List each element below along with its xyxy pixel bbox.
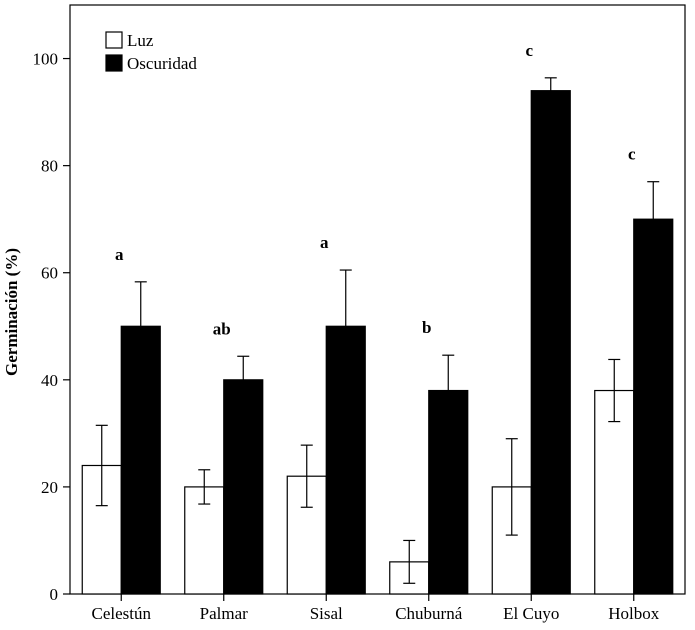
legend: Luz Oscuridad <box>105 31 197 73</box>
y-tick-label: 0 <box>50 585 59 604</box>
plot-frame <box>69 4 686 595</box>
y-tick-label: 60 <box>41 264 58 283</box>
y-axis-label: Germinación (%) <box>2 248 21 376</box>
significance-label: c <box>525 41 533 60</box>
bar-oscuridad <box>428 389 469 595</box>
significance-label: a <box>115 245 124 264</box>
legend-swatch-luz <box>105 31 123 49</box>
y-tick-label: 80 <box>41 157 58 176</box>
axes: 0 20 40 60 80 100 <box>33 4 686 604</box>
x-tick-label: Chuburná <box>395 604 463 623</box>
x-tick-label: Sisal <box>310 604 343 623</box>
y-tick-label: 20 <box>41 478 58 497</box>
x-tick-label: El Cuyo <box>503 604 559 623</box>
bar-oscuridad <box>223 379 264 595</box>
legend-swatch-oscuridad <box>105 54 123 72</box>
legend-label-luz: Luz <box>127 31 154 50</box>
legend-label-oscuridad: Oscuridad <box>127 54 197 73</box>
x-tick-label: Holbox <box>608 604 660 623</box>
labels-group: Celestún a Palmar ab Sisal a Chuburná b El Cuyo c… <box>92 41 660 623</box>
bar-oscuridad <box>633 218 674 595</box>
significance-label: ab <box>213 319 231 338</box>
significance-label: c <box>628 145 636 164</box>
bars-group <box>81 77 674 595</box>
significance-label: a <box>320 233 329 252</box>
x-tick-label: Celestún <box>92 604 152 623</box>
bar-oscuridad <box>325 325 366 595</box>
bar-oscuridad <box>120 325 161 595</box>
y-tick-label: 40 <box>41 371 58 390</box>
y-tick-label: 100 <box>33 50 59 69</box>
bar-oscuridad <box>530 90 571 595</box>
significance-label: b <box>422 318 431 337</box>
x-tick-label: Palmar <box>200 604 248 623</box>
